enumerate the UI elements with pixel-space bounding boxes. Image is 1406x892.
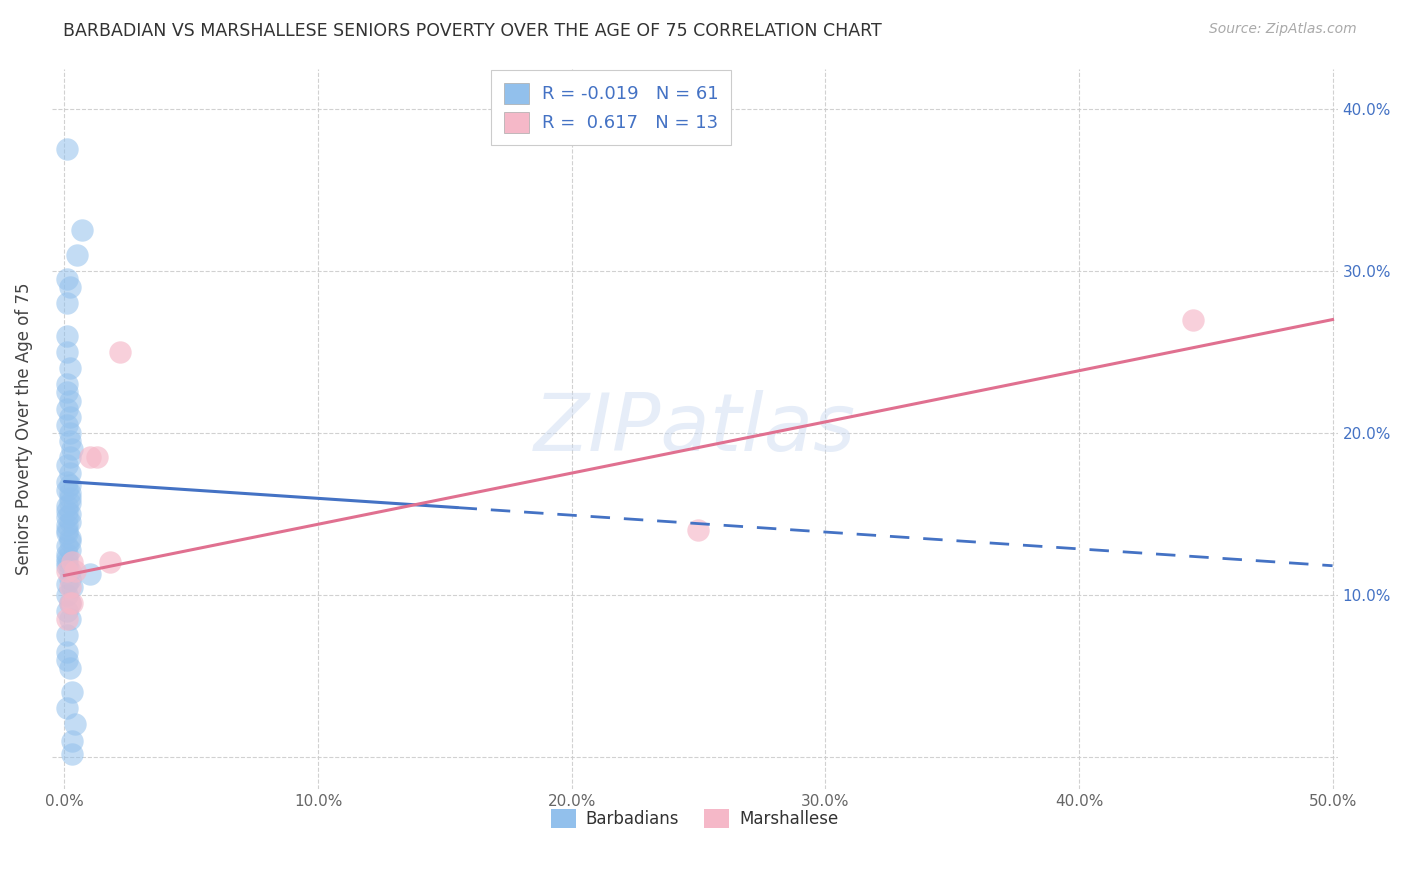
Point [56, 612, 79, 626]
Point [56, 701, 79, 715]
Point [58, 507, 80, 521]
Point [56, 564, 79, 578]
Point [56, 296, 79, 310]
Point [60, 733, 83, 747]
Point [56, 523, 79, 537]
Point [60, 442, 83, 456]
Point [58, 531, 80, 545]
Point [56, 628, 79, 642]
Point [58, 393, 80, 408]
Point [688, 523, 710, 537]
Point [63, 717, 86, 731]
Point [58, 596, 80, 610]
Point [56, 417, 79, 432]
Point [60, 747, 83, 761]
Point [58, 434, 80, 448]
Point [56, 483, 79, 497]
Point [56, 556, 79, 570]
Legend: Barbadians, Marshallese: Barbadians, Marshallese [544, 803, 845, 835]
Point [58, 477, 80, 491]
Point [79, 566, 101, 581]
Point [60, 596, 83, 610]
Text: BARBADIAN VS MARSHALLESE SENIORS POVERTY OVER THE AGE OF 75 CORRELATION CHART: BARBADIAN VS MARSHALLESE SENIORS POVERTY… [63, 22, 882, 40]
Point [58, 450, 80, 465]
Point [70, 223, 93, 237]
Point [98, 556, 121, 570]
Point [56, 385, 79, 400]
Point [56, 272, 79, 286]
Point [60, 685, 83, 699]
Point [56, 526, 79, 541]
Point [58, 425, 80, 440]
Point [63, 564, 86, 578]
Point [79, 450, 101, 465]
Y-axis label: Seniors Poverty Over the Age of 75: Seniors Poverty Over the Age of 75 [15, 283, 32, 575]
Point [58, 361, 80, 376]
Point [56, 475, 79, 489]
Point [56, 550, 79, 565]
Point [58, 495, 80, 509]
Point [56, 345, 79, 359]
Point [58, 580, 80, 594]
Point [58, 491, 80, 505]
Point [110, 345, 132, 359]
Point [60, 580, 83, 594]
Point [58, 534, 80, 549]
Point [1182, 312, 1205, 326]
Point [56, 458, 79, 473]
Point [56, 558, 79, 573]
Point [58, 542, 80, 557]
Point [56, 588, 79, 602]
Point [56, 548, 79, 562]
Text: Source: ZipAtlas.com: Source: ZipAtlas.com [1209, 22, 1357, 37]
Point [66, 248, 89, 262]
Point [56, 604, 79, 618]
Point [56, 539, 79, 553]
Point [56, 510, 79, 524]
Point [58, 486, 80, 500]
Point [58, 564, 80, 578]
Point [56, 499, 79, 513]
Point [58, 409, 80, 424]
Point [60, 556, 83, 570]
Point [56, 401, 79, 416]
Point [56, 653, 79, 667]
Point [58, 280, 80, 294]
Point [58, 612, 80, 626]
Text: ZIPatlas: ZIPatlas [534, 390, 856, 468]
Point [56, 576, 79, 591]
Point [56, 503, 79, 517]
Point [58, 596, 80, 610]
Point [86, 450, 108, 465]
Point [56, 143, 79, 157]
Point [58, 661, 80, 675]
Point [58, 572, 80, 586]
Point [56, 518, 79, 533]
Point [56, 377, 79, 392]
Point [58, 515, 80, 529]
Point [56, 328, 79, 343]
Point [56, 644, 79, 658]
Point [58, 467, 80, 481]
